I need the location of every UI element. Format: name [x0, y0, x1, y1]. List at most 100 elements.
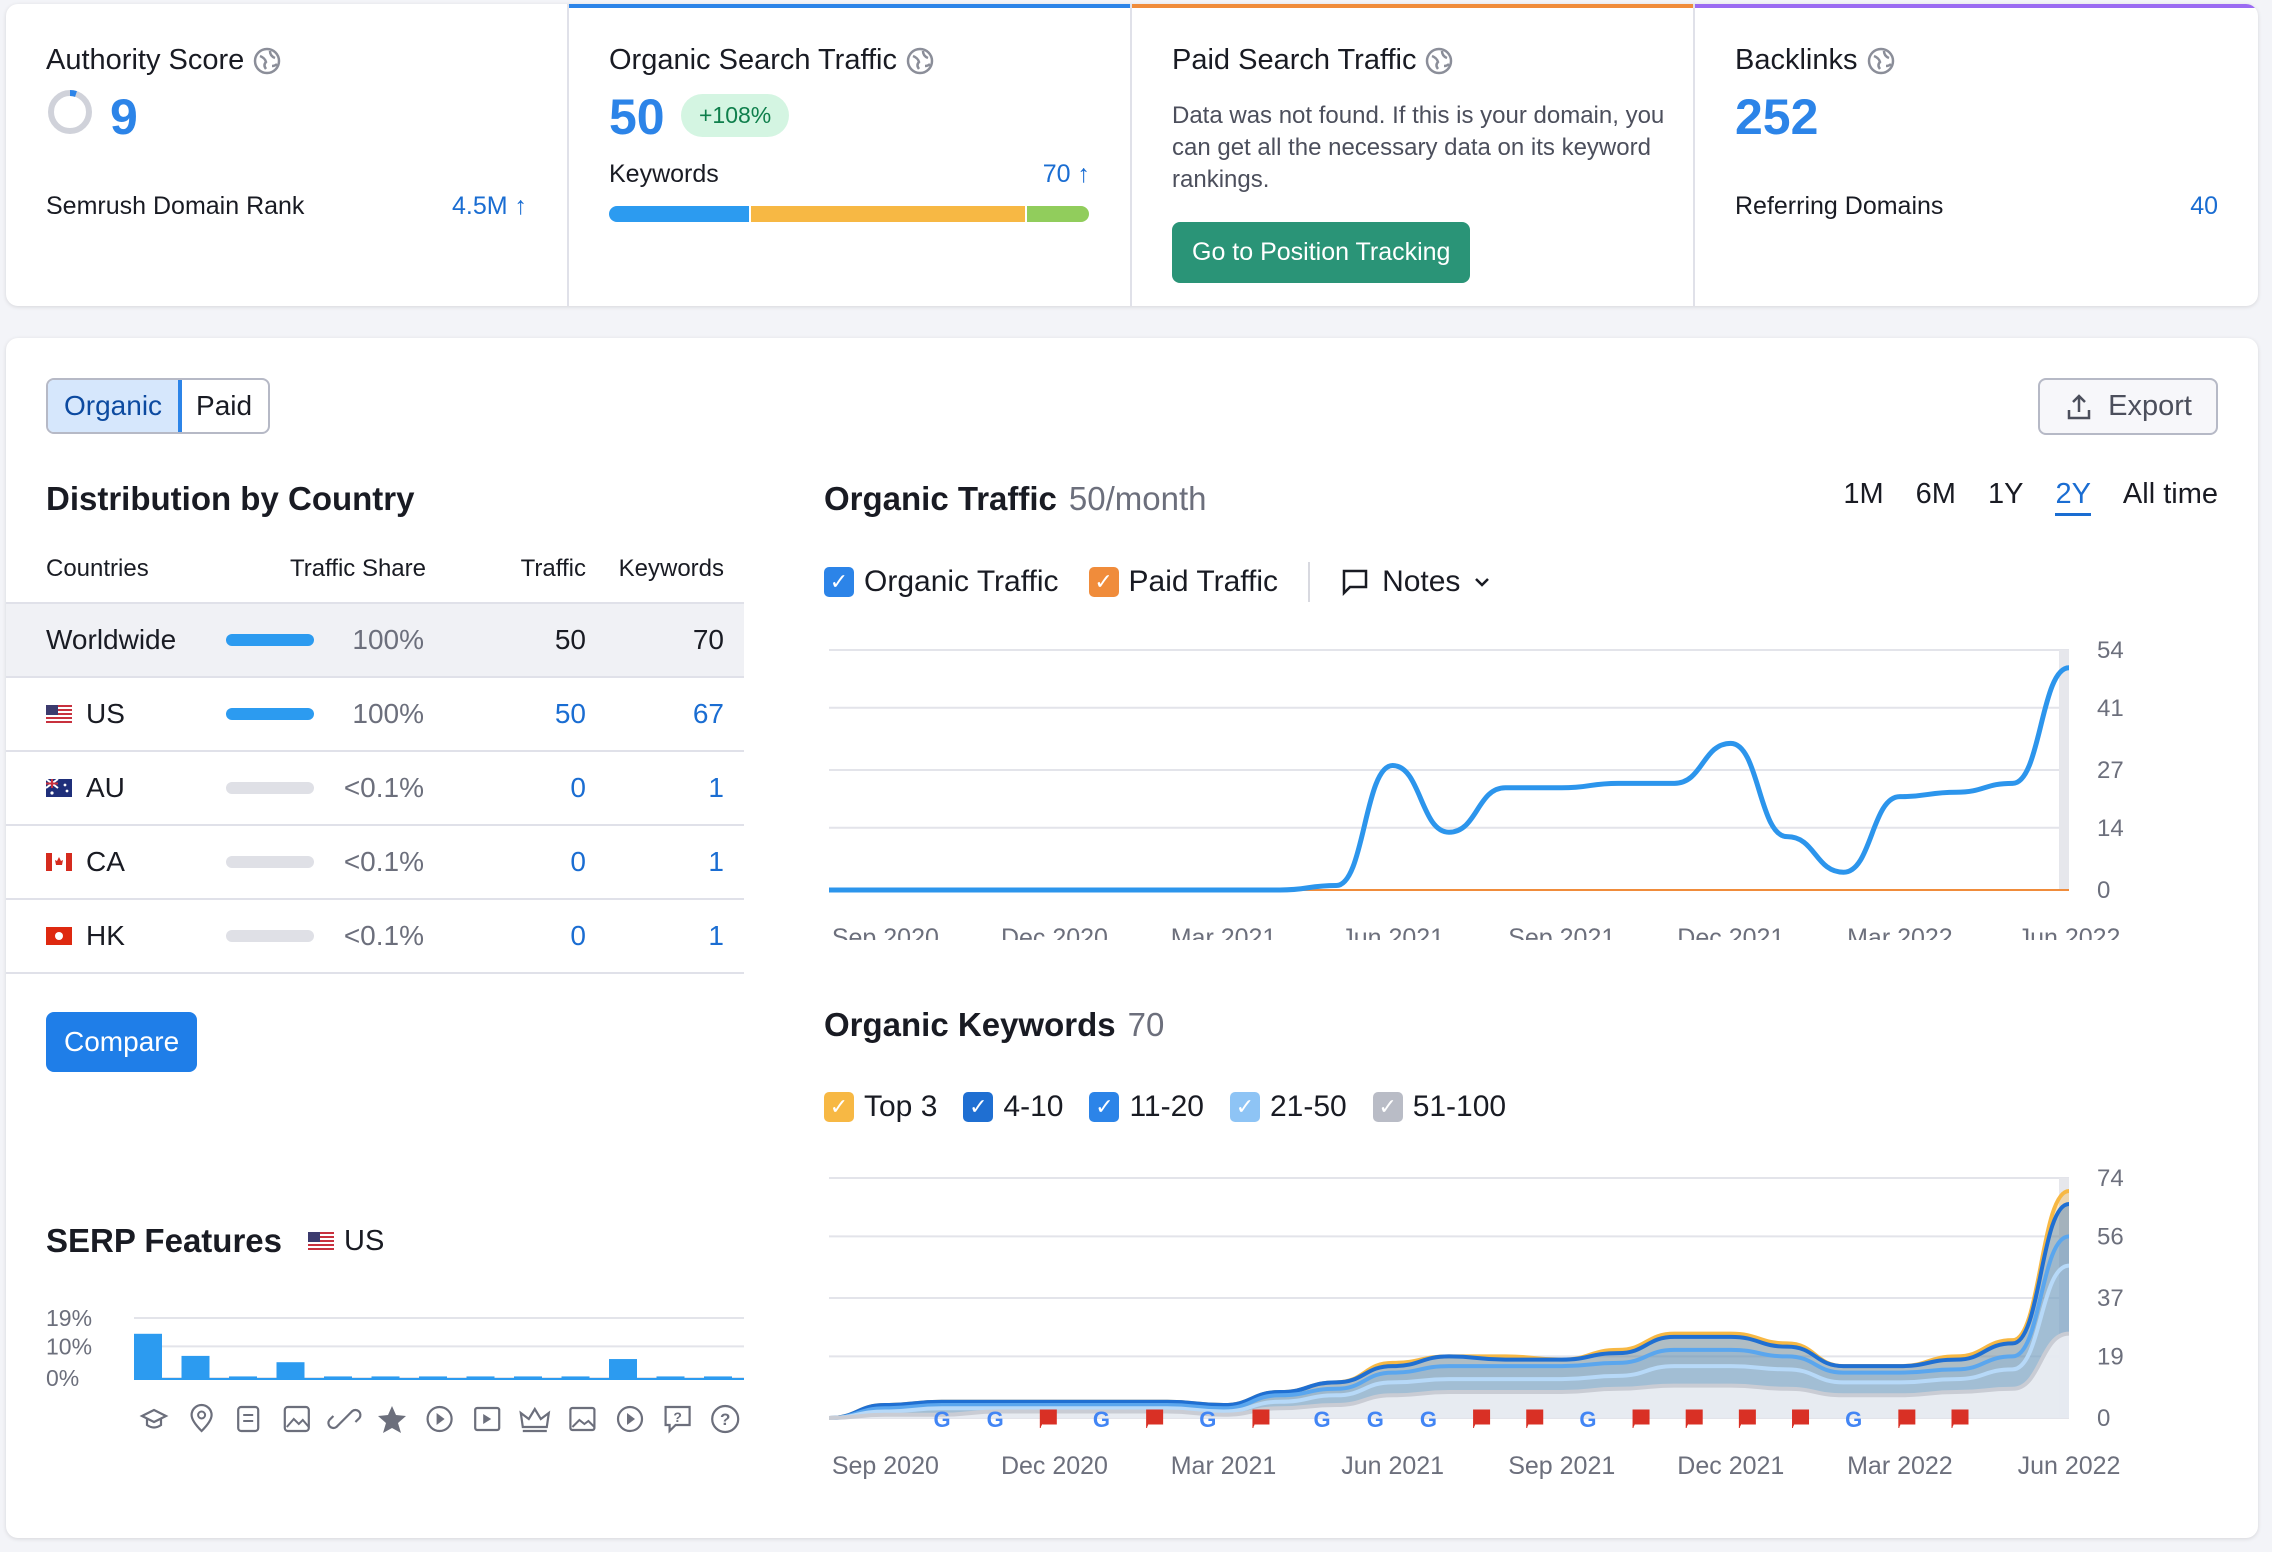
serp-bar[interactable]: [466, 1376, 495, 1378]
flag-marker-icon[interactable]: [1252, 1409, 1270, 1428]
flag-marker-icon[interactable]: [1473, 1409, 1491, 1428]
table-row[interactable]: HK <0.1% 0 1: [6, 900, 744, 974]
link-icon[interactable]: [327, 1408, 362, 1430]
legend-kw-4[interactable]: ✓ 51-100: [1372, 1090, 1506, 1124]
flag-marker-icon[interactable]: [1039, 1409, 1057, 1428]
table-row[interactable]: Worldwide 100% 50 70: [6, 604, 744, 678]
tab-organic[interactable]: Organic: [48, 380, 183, 432]
google-update-icon[interactable]: G: [1579, 1407, 1596, 1432]
legend-divider: [1308, 562, 1311, 602]
legend-kw-1[interactable]: ✓ 4-10: [963, 1090, 1063, 1124]
video-play-icon[interactable]: [426, 1405, 453, 1433]
serp-bar[interactable]: [134, 1333, 162, 1378]
serp-bar[interactable]: [371, 1376, 400, 1378]
serp-bar[interactable]: [514, 1376, 542, 1378]
organic-traffic-card[interactable]: Organic Search Traffic 50 +108% Keywords…: [569, 4, 1132, 306]
google-update-icon[interactable]: G: [1845, 1407, 1862, 1432]
image-icon[interactable]: [569, 1406, 596, 1432]
notes-dropdown[interactable]: Notes: [1340, 565, 1492, 599]
graduation-cap-icon[interactable]: [139, 1408, 169, 1429]
globe-icon: [1426, 47, 1453, 74]
period-all-time[interactable]: All time: [2122, 478, 2218, 510]
google-update-icon[interactable]: G: [1314, 1407, 1331, 1432]
period-1y[interactable]: 1Y: [1987, 478, 2024, 510]
referring-domains-value[interactable]: 40: [2190, 192, 2218, 220]
article-icon[interactable]: [237, 1405, 260, 1433]
flag-marker-icon[interactable]: [1146, 1409, 1164, 1428]
keywords-distribution-bar: [609, 206, 1089, 222]
tab-paid[interactable]: Paid: [196, 390, 253, 421]
serp-country[interactable]: US: [308, 1225, 384, 1258]
keywords-cell[interactable]: 1: [708, 846, 724, 877]
export-button[interactable]: Export: [2038, 378, 2218, 435]
traffic-cell[interactable]: 0: [570, 772, 586, 803]
chevron-down-icon: [1475, 578, 1490, 587]
google-update-icon[interactable]: G: [933, 1407, 950, 1432]
legend-organic-traffic[interactable]: ✓ Organic Traffic: [824, 565, 1059, 599]
authority-score-card[interactable]: Authority Score 9 Semrush Domain Rank 4.…: [6, 4, 569, 306]
share-value: 100%: [352, 624, 424, 655]
google-update-icon[interactable]: G: [987, 1407, 1004, 1432]
keywords-cell[interactable]: 1: [708, 772, 724, 803]
traffic-cell[interactable]: 50: [554, 698, 586, 729]
x-tick-label: Jun 2021: [1341, 1452, 1444, 1480]
map-pin-icon[interactable]: [190, 1403, 213, 1433]
legend-paid-label: Paid Traffic: [1128, 565, 1279, 598]
flag-marker-icon[interactable]: [1632, 1409, 1650, 1428]
flag-marker-icon[interactable]: [1685, 1409, 1703, 1428]
paid-traffic-title: Paid Search Traffic: [1172, 44, 1417, 76]
keywords-value[interactable]: 70 ↑: [1042, 160, 1090, 188]
table-row[interactable]: AU <0.1% 0 1: [6, 752, 744, 826]
flag-marker-icon[interactable]: [1738, 1409, 1756, 1428]
flag-marker-icon[interactable]: [1792, 1409, 1810, 1428]
image-pack-icon[interactable]: [283, 1405, 310, 1433]
traffic-share-cell: 100%: [226, 698, 426, 730]
organic-traffic-chart[interactable]: 0 14 27 41 54 Sep 2020 Dec 2020 Mar 2021 Jun 202…: [824, 620, 2244, 940]
compare-button[interactable]: Compare: [46, 1012, 198, 1072]
legend-paid-traffic[interactable]: ✓ Paid Traffic: [1088, 565, 1279, 599]
flag-marker-icon[interactable]: [1898, 1409, 1916, 1428]
star-icon[interactable]: [378, 1406, 406, 1433]
go-to-position-tracking-button[interactable]: Go to Position Tracking: [1172, 222, 1471, 283]
keywords-cell[interactable]: 1: [708, 920, 724, 951]
serp-bar[interactable]: [609, 1359, 637, 1378]
period-6m[interactable]: 6M: [1915, 478, 1956, 510]
help-icon[interactable]: ?: [711, 1404, 740, 1434]
x-tick-label: Sep 2021: [1508, 924, 1615, 940]
legend-kw-0[interactable]: ✓ Top 3: [824, 1090, 937, 1124]
legend-kw-2[interactable]: ✓ 11-20: [1089, 1090, 1204, 1124]
flag-marker-icon[interactable]: [1951, 1409, 1969, 1428]
traffic-share-cell: 100%: [226, 624, 426, 656]
keywords-cell[interactable]: 67: [692, 698, 724, 729]
serp-bar[interactable]: [656, 1376, 685, 1378]
flag-marker-icon[interactable]: [1526, 1409, 1544, 1428]
serp-bar[interactable]: [229, 1376, 257, 1378]
kw-bar-blue: [609, 206, 749, 222]
table-row[interactable]: US 100% 50 67: [6, 678, 744, 752]
google-update-icon[interactable]: G: [1093, 1407, 1110, 1432]
google-update-icon[interactable]: G: [1199, 1407, 1216, 1432]
backlinks-card[interactable]: Backlinks 252 Referring Domains 40: [1695, 4, 2258, 306]
video-icon[interactable]: [474, 1406, 501, 1432]
serp-bar[interactable]: [181, 1355, 210, 1378]
organic-keywords-chart[interactable]: 0 19 37 56 74 Sep 2020 Dec 2020 Mar 2021 Jun 202…: [824, 1148, 2244, 1508]
play-circle-icon[interactable]: [616, 1405, 644, 1433]
y-tick-label: 41: [2097, 695, 2124, 722]
table-row[interactable]: CA <0.1% 0 1: [6, 826, 744, 900]
serp-bar[interactable]: [276, 1362, 305, 1378]
legend-kw-3[interactable]: ✓ 21-50: [1229, 1090, 1347, 1124]
question-bubble-icon[interactable]: ?: [664, 1405, 691, 1434]
serp-bar[interactable]: [419, 1376, 447, 1378]
serp-bar[interactable]: [324, 1376, 352, 1378]
serp-bar[interactable]: [704, 1376, 732, 1378]
period-2y[interactable]: 2Y: [2055, 478, 2091, 516]
period-1m[interactable]: 1M: [1843, 478, 1884, 510]
google-update-icon[interactable]: G: [1420, 1407, 1437, 1432]
google-update-icon[interactable]: G: [1367, 1407, 1384, 1432]
traffic-cell[interactable]: 0: [570, 920, 586, 951]
us-flag-icon: [308, 1232, 334, 1250]
crown-icon[interactable]: [519, 1406, 551, 1433]
domain-rank-value[interactable]: 4.5M ↑: [451, 192, 527, 220]
serp-bar[interactable]: [561, 1376, 590, 1378]
traffic-cell[interactable]: 0: [570, 846, 586, 877]
